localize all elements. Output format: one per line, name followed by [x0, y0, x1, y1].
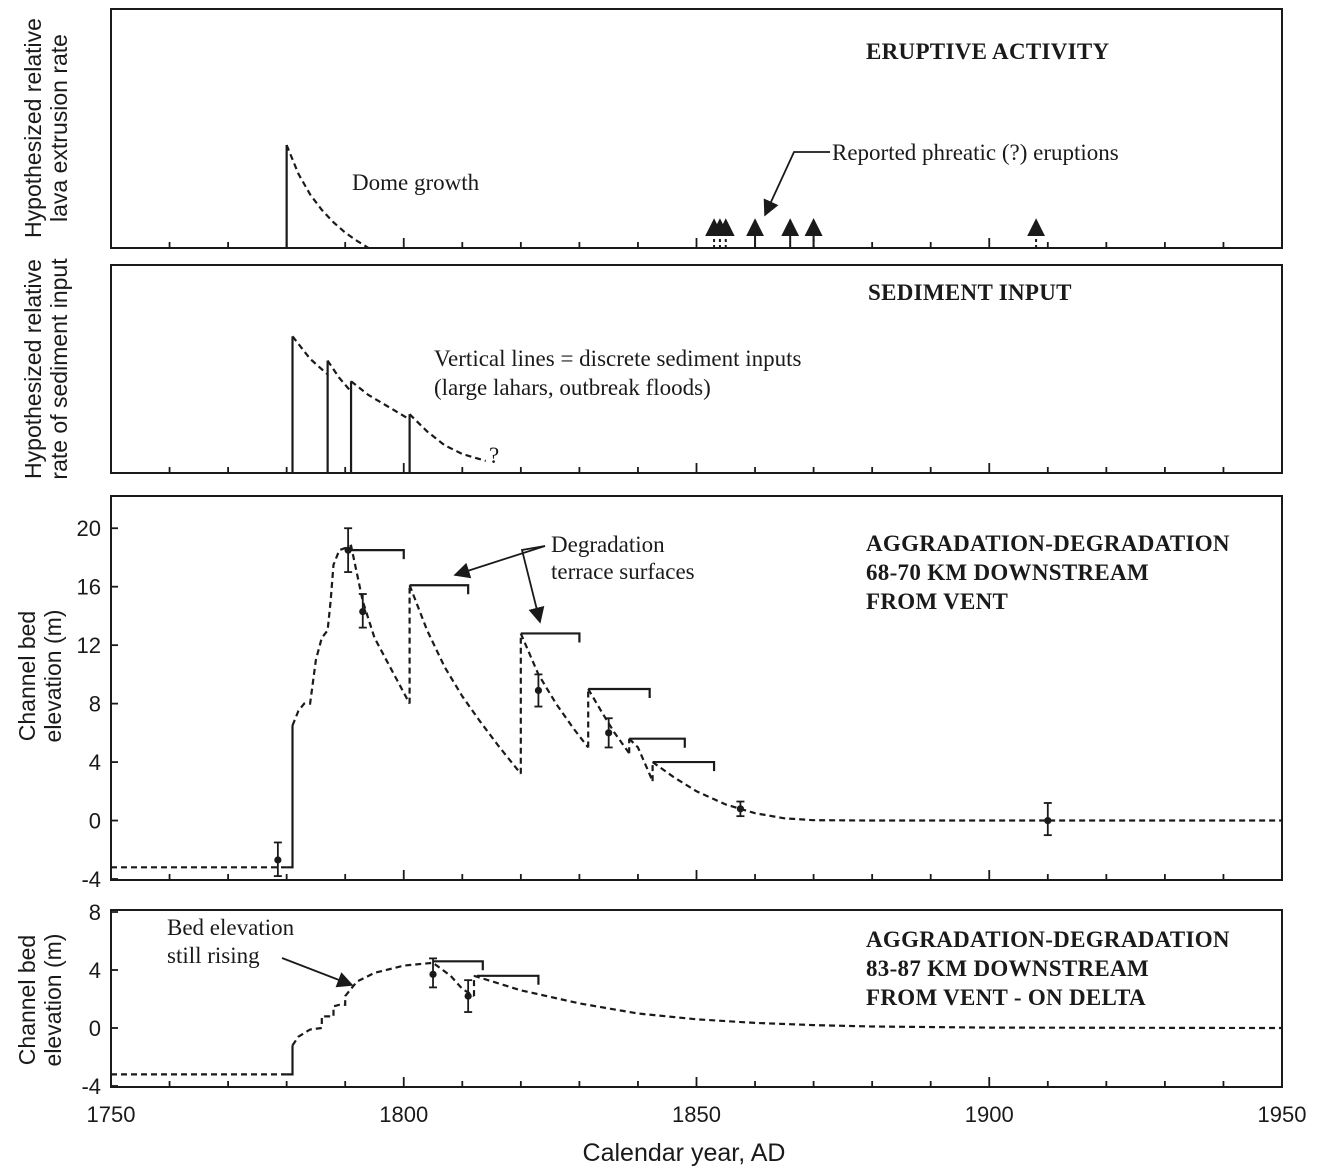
channel-68-70-terrace-3	[588, 687, 651, 698]
sediment-note-line2: (large lahars, outbreak floods)	[434, 375, 711, 400]
channel-83-87-series-4	[473, 974, 1283, 1030]
channel-68-70-data-point-3	[534, 686, 543, 695]
channel-68-70-data-point-1	[344, 546, 352, 554]
channel-68-70-series-12	[651, 761, 1282, 822]
channel-68-70-data-point-0	[274, 856, 282, 864]
x-tick-label: 1900	[965, 1102, 1014, 1127]
channel-68-70-ylabel-line2: elevation (m)	[40, 610, 66, 743]
sediment-note-line1: Vertical lines = discrete sediment input…	[434, 346, 802, 371]
channel-83-87-y-tick-label: -4	[81, 1074, 101, 1099]
eruptive-ylabel-line2: lava extrusion rate	[46, 34, 72, 222]
sediment-question-mark: ?	[489, 443, 499, 468]
channel-68-70-y-tick-label: 0	[89, 809, 101, 834]
channel-68-70-y-tick-label: 4	[89, 750, 101, 775]
channel-68-70-data-point-6	[1044, 816, 1052, 825]
x-axis-label: Calendar year, AD	[583, 1139, 786, 1167]
channel-68-70-terrace-0	[345, 549, 405, 560]
sediment-title: SEDIMENT INPUT	[868, 280, 1072, 305]
channel-68-70-data-point-4	[605, 729, 613, 737]
channel-83-87-data-point-1	[464, 992, 472, 1000]
dome-growth-label: Dome growth	[352, 170, 480, 195]
channel-83-87-title-line1: AGGRADATION-DEGRADATION	[866, 927, 1230, 952]
x-tick-label: 1800	[379, 1102, 428, 1127]
channel-83-87-terrace-0	[433, 960, 484, 971]
channel-68-70-data-point-5	[736, 805, 745, 813]
channel-83-87-series-1	[286, 1045, 294, 1076]
degradation-pointer-right	[520, 545, 546, 624]
x-tick-label: 1950	[1258, 1102, 1307, 1127]
degradation-label-line2: terrace surfaces	[551, 559, 695, 584]
sediment-series-4	[291, 335, 329, 376]
eruptive-title: ERUPTIVE ACTIVITY	[866, 39, 1110, 64]
sediment-ylabel-line2: rate of sediment input	[46, 258, 72, 480]
phreatic-eruptions-label: Reported phreatic (?) eruptions	[832, 140, 1119, 165]
bed-rising-label-line1: Bed elevation	[167, 915, 295, 940]
channel-68-70-terrace-5	[652, 760, 716, 772]
eruptive-ylabel-line1: Hypothesized relative	[20, 18, 46, 238]
channel-83-87-y-tick-label: 4	[89, 958, 101, 983]
bed-rising-pointer	[281, 957, 354, 988]
channel-68-70-series-1	[286, 725, 294, 869]
channel-68-70-terrace-2	[520, 632, 581, 643]
channel-68-70-title-line3: FROM VENT	[866, 589, 1008, 614]
channel-68-70-terrace-1	[409, 584, 470, 595]
channel-83-87-y-tick-label: 0	[89, 1016, 101, 1041]
channel-83-87-data-point-0	[429, 970, 437, 978]
channel-68-70-series-10	[628, 737, 654, 782]
channel-83-87-title-line2: 83-87 KM DOWNSTREAM	[866, 956, 1149, 981]
sediment-series-5	[326, 359, 352, 393]
chart-marks: -4 0 4 8 12 16 20 -4 0 4 8 1750 1800 1850 1900 1950	[77, 144, 1307, 1127]
channel-68-70-title-line2: 68-70 KM DOWNSTREAM	[866, 560, 1149, 585]
channel-68-70-y-tick-label: -4	[81, 867, 101, 892]
channel-83-87-terrace-1	[476, 974, 540, 985]
eruptive-series-1	[285, 144, 370, 249]
channel-83-87-ylabel-line1: Channel bed	[14, 935, 40, 1065]
channel-68-70-series-8	[587, 688, 631, 754]
channel-68-70-ylabel-line1: Channel bed	[14, 611, 40, 741]
channel-68-70-series-6	[519, 633, 590, 749]
channel-68-70-series-4	[408, 584, 522, 775]
channel-68-70-y-tick-label: 12	[77, 633, 101, 658]
channel-83-87-series-2	[291, 961, 475, 1047]
channel-68-70-y-tick-label: 8	[89, 692, 101, 717]
bed-rising-label-line2: still rising	[167, 943, 260, 968]
degradation-pointer-left	[453, 545, 546, 579]
channel-68-70-title-line1: AGGRADATION-DEGRADATION	[866, 531, 1230, 556]
channel-68-70-terrace-4	[629, 737, 686, 748]
channel-83-87-y-tick-label: 8	[89, 900, 101, 925]
degradation-label-line1: Degradation	[551, 532, 665, 557]
phreatic-pointer	[763, 151, 830, 217]
channel-68-70-y-tick-label: 20	[77, 516, 101, 541]
x-tick-label: 1750	[87, 1102, 136, 1127]
sediment-series-6	[350, 380, 411, 421]
channel-68-70-data-point-2	[359, 607, 367, 616]
x-tick-label: 1850	[672, 1102, 721, 1127]
sediment-series-7	[408, 413, 487, 462]
channel-68-70-y-tick-label: 16	[77, 575, 101, 600]
channel-83-87-ylabel-line2: elevation (m)	[40, 934, 66, 1067]
sediment-ylabel-line1: Hypothesized relative	[20, 259, 46, 479]
channel-68-70-series-2	[291, 544, 411, 726]
channel-83-87-title-line3: FROM VENT - ON DELTA	[866, 985, 1146, 1010]
